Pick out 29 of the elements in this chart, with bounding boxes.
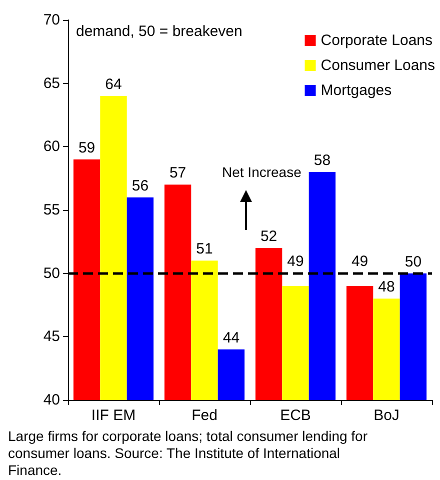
x-tick-label: BoJ — [374, 407, 400, 424]
legend-label: Corporate Loans — [320, 32, 433, 49]
x-tick-label: IIF EM — [91, 407, 136, 424]
annotation: demand, 50 = breakeven — [76, 23, 242, 40]
data-label: 64 — [105, 76, 122, 93]
legend-label: Mortgages — [320, 82, 392, 99]
data-label: 56 — [132, 177, 149, 194]
x-tick-label: ECB — [280, 407, 311, 424]
data-label: 58 — [314, 152, 331, 169]
legend-label: Consumer Loans — [320, 57, 436, 74]
text: Large firms for corporate loans; total consumer lending for consumer loans. Source: The Institute of International Finance. — [8, 428, 369, 479]
y-tick-label: 50 — [43, 264, 60, 282]
data-label: 48 — [378, 278, 395, 296]
data-label: 49 — [351, 253, 368, 270]
y-tick-label: 45 — [43, 328, 60, 346]
x-tick-label: Fed — [192, 407, 218, 424]
y-tick-label: 65 — [43, 74, 60, 92]
y-tick-label: 55 — [43, 202, 60, 218]
y-tick-label: 60 — [43, 138, 60, 156]
data-label: 44 — [222, 329, 240, 346]
data-label: 51 — [196, 240, 213, 258]
annotation: Net Increase — [222, 164, 302, 180]
y-tick-label: 70 — [43, 12, 60, 28]
data-label: 50 — [404, 253, 422, 270]
data-label: 59 — [78, 139, 96, 156]
data-label: 57 — [169, 164, 186, 182]
data-label: 52 — [260, 228, 278, 245]
y-tick-label: 40 — [43, 392, 60, 408]
data-label: 49 — [287, 253, 304, 270]
